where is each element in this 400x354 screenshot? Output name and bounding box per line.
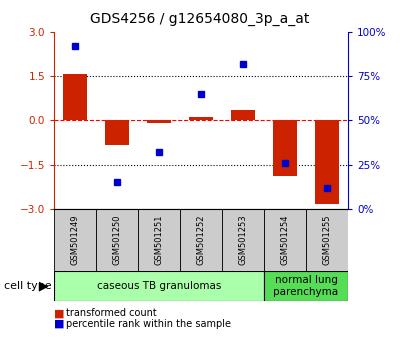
Bar (232, 110, 254, 120)
Bar (106, 120, 128, 145)
Text: GSM501252: GSM501252 (196, 215, 206, 265)
Text: GSM501249: GSM501249 (70, 215, 80, 265)
Bar (138, 209, 180, 271)
Bar (274, 120, 296, 176)
Bar (306, 209, 348, 271)
Text: ▶: ▶ (39, 279, 49, 292)
Text: GSM501250: GSM501250 (112, 215, 122, 265)
Text: caseous TB granulomas: caseous TB granulomas (97, 281, 221, 291)
Bar (222, 209, 264, 271)
Bar (180, 209, 222, 271)
Text: transformed count: transformed count (66, 308, 157, 318)
Bar (264, 271, 348, 301)
Text: ■: ■ (54, 308, 64, 318)
Bar (316, 120, 338, 205)
Bar (148, 120, 170, 123)
Bar (96, 209, 138, 271)
Bar (54, 271, 264, 301)
Text: percentile rank within the sample: percentile rank within the sample (66, 319, 231, 329)
Text: normal lung
parenchyma: normal lung parenchyma (274, 275, 338, 297)
Text: GDS4256 / g12654080_3p_a_at: GDS4256 / g12654080_3p_a_at (90, 12, 310, 27)
Bar (190, 117, 212, 120)
Text: ■: ■ (54, 319, 64, 329)
Bar (54, 209, 96, 271)
Text: GSM501254: GSM501254 (280, 215, 290, 265)
Text: cell type: cell type (4, 281, 52, 291)
Bar (264, 209, 306, 271)
Text: GSM501253: GSM501253 (238, 215, 248, 265)
Text: GSM501255: GSM501255 (322, 215, 332, 265)
Bar (64, 74, 86, 120)
Text: GSM501251: GSM501251 (154, 215, 164, 265)
